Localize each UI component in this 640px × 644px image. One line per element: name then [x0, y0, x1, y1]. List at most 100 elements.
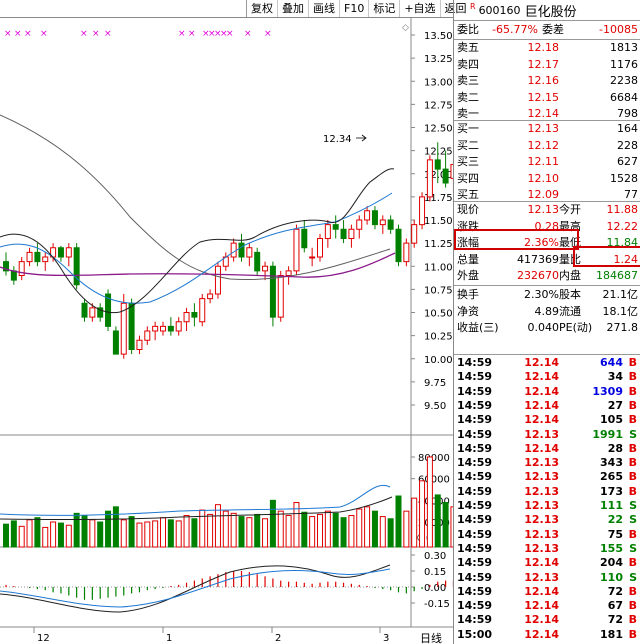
toolbar-button-5[interactable]: +自选	[399, 0, 440, 17]
candle-body	[18, 261, 25, 276]
tick-price: 12.14	[524, 556, 559, 570]
price-axis-label: 10.75	[424, 285, 453, 296]
buy-label: 买二	[457, 138, 479, 152]
toolbar-button-2[interactable]: 画线	[308, 0, 339, 17]
volume-bar	[419, 480, 426, 548]
tick-price: 12.14	[524, 584, 559, 598]
volume-bar	[42, 526, 49, 548]
tick-time: 14:59	[457, 370, 493, 384]
volume-bar	[285, 515, 292, 548]
volume-bar	[442, 502, 449, 548]
r-badge: R	[470, 1, 476, 11]
sell-row: 卖一 12.14 798	[454, 106, 640, 122]
volume-bar	[183, 515, 190, 548]
buy-label: 买四	[457, 171, 479, 185]
tick-price: 12.14	[524, 413, 559, 427]
candle-body	[395, 228, 402, 263]
quote-value-2: 184687	[596, 269, 638, 282]
tick-time: 14:59	[457, 599, 493, 613]
quote-value-2: 12.22	[606, 219, 639, 233]
quote-panel: R 600160 巨化股份 委比 -65.77% 委差 -10085 卖五 12.18 18…	[453, 0, 640, 644]
tick-price: 12.14	[524, 599, 559, 613]
top-border	[0, 17, 453, 18]
tick-price: 12.14	[524, 356, 559, 369]
tick-row: 14:59 12.13 343 B	[454, 456, 640, 470]
candle-body	[324, 224, 331, 239]
price-axis-label: 11.75	[424, 193, 453, 204]
fund-value: 2.30%	[524, 288, 559, 301]
price-axis-label: 9.50	[424, 401, 446, 412]
date-label: 2	[275, 633, 281, 644]
date-label: 12	[37, 633, 50, 644]
event-marker: ×	[178, 29, 186, 39]
volume-bar	[348, 515, 355, 548]
candle-body	[317, 238, 323, 258]
sell-volume: 1813	[610, 41, 638, 54]
price-axis-label: 11.25	[424, 239, 453, 250]
toolbar-button-3[interactable]: F10	[339, 0, 369, 17]
candle-body	[332, 224, 339, 230]
stock-name: 巨化股份	[524, 4, 577, 20]
tick-price: 12.13	[524, 484, 559, 498]
event-marker: ×	[40, 29, 48, 39]
buy-row: 买三 12.11 627	[454, 154, 640, 170]
tick-row: 14:59 12.13 111 S	[454, 499, 640, 513]
quote-row: 现价 12.13 今开 11.88	[454, 202, 640, 218]
toolbar-button-4[interactable]: 标记	[368, 0, 400, 17]
tick-price: 12.14	[524, 441, 559, 455]
candle-body	[128, 302, 135, 350]
volume-bar	[364, 506, 371, 548]
candle-body	[160, 325, 166, 332]
tick-row: 14:59 12.14 72 B	[454, 585, 640, 599]
quote-value-2: 11.84	[606, 236, 639, 249]
candle-body	[105, 293, 112, 327]
kline-chart[interactable]: 13.50 13.25 13.00 12.75 12.50 12.25 12.00 11.75…	[0, 17, 453, 644]
volume-bar	[18, 525, 25, 548]
fund-label: 收益(三)	[457, 321, 499, 334]
event-marker: ×	[104, 29, 112, 39]
tick-volume: 72	[607, 613, 623, 627]
quote-value: 2.36%	[524, 236, 559, 249]
event-marker: ×	[188, 29, 196, 39]
candle-body	[238, 242, 245, 258]
toolbar-button-0[interactable]: 复权	[246, 0, 277, 17]
event-marker: ×	[92, 29, 100, 39]
sell-price: 12.17	[527, 57, 560, 71]
candle-body	[3, 261, 9, 272]
tick-row: 15:00 12.14 181 B	[454, 628, 640, 642]
tick-time: 14:59	[457, 527, 493, 541]
weidiff-value: -10085	[599, 23, 638, 36]
tick-price: 12.14	[524, 370, 559, 384]
volume-axis-label: 20000	[418, 518, 450, 529]
candle-body	[293, 228, 300, 272]
volume-bar	[246, 517, 253, 548]
candle-body	[356, 219, 363, 230]
tick-price: 12.13	[524, 427, 559, 441]
candle-body	[246, 247, 253, 258]
toolbar-button-1[interactable]: 叠加	[277, 0, 308, 17]
macd-dea-line	[0, 568, 391, 608]
sell-label: 卖四	[457, 57, 479, 71]
fund-label-2: PE(动)	[559, 321, 593, 334]
volume-bar	[128, 516, 135, 548]
buy-row: 买四 12.10 1528	[454, 171, 640, 187]
toolbar-button-6[interactable]: 返回	[439, 0, 471, 17]
candle-body	[230, 242, 237, 258]
tick-side: B	[628, 584, 637, 598]
buy-row: 买一 12.13 164	[454, 121, 640, 137]
tick-price: 12.14	[524, 398, 559, 412]
volume-bar	[238, 516, 245, 548]
sell-price: 12.18	[527, 41, 560, 54]
tick-volume: 155	[600, 541, 623, 555]
fundamental-row: 换手 2.30% 股本 21.1亿	[454, 287, 640, 303]
tick-side: B	[628, 484, 637, 498]
volume-bar	[293, 502, 300, 548]
tick-volume: 110	[600, 570, 623, 584]
candle-body	[10, 270, 17, 281]
tick-price: 12.14	[524, 627, 559, 641]
volume-bar	[262, 518, 269, 548]
volume-bar	[120, 519, 127, 548]
tick-time: 14:59	[457, 356, 493, 369]
quote-label-2: 量比	[559, 252, 581, 266]
tick-time: 14:59	[457, 556, 493, 570]
